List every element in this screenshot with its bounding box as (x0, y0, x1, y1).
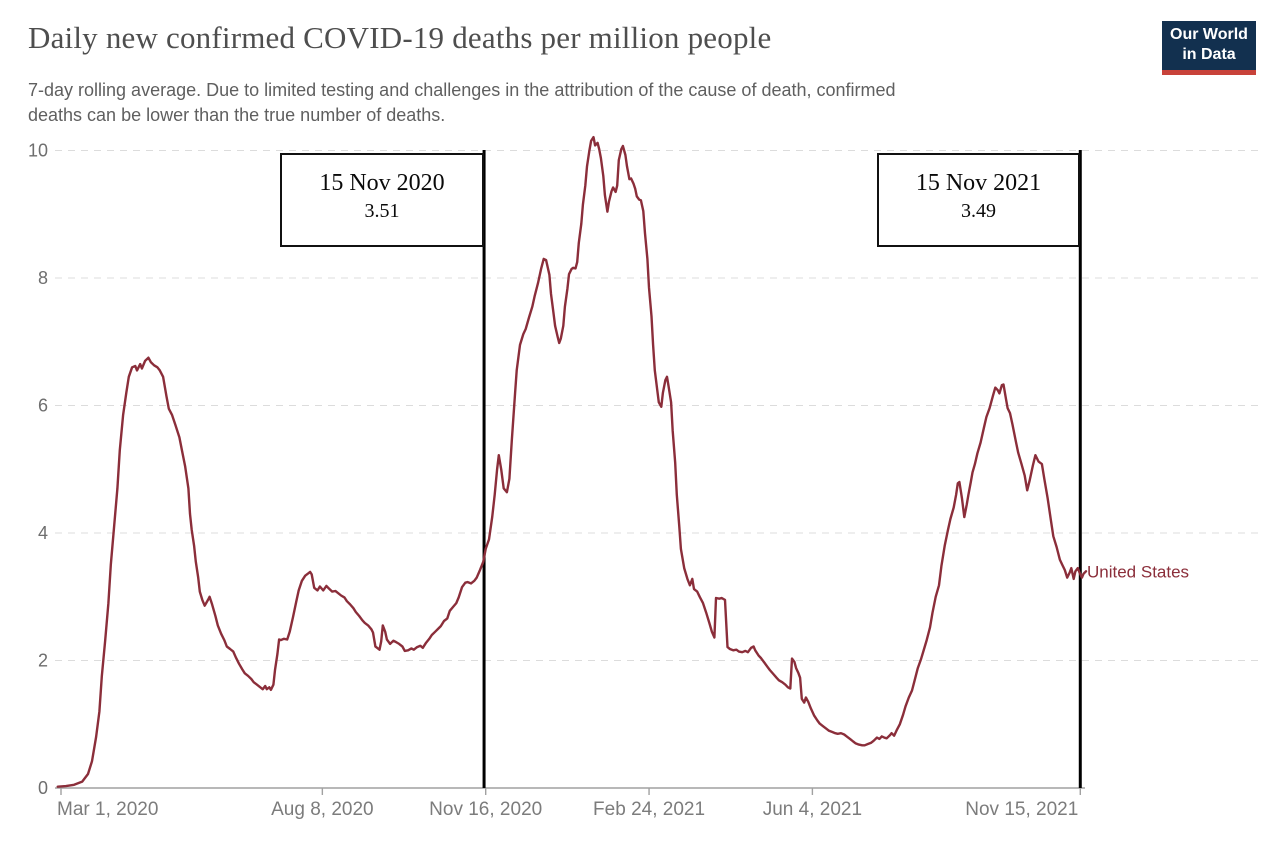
annotation-value: 3.49 (961, 200, 996, 222)
x-axis-label: Nov 15, 2021 (965, 799, 1078, 820)
x-axis-label: Mar 1, 2020 (57, 799, 158, 820)
y-axis-label-2: 2 (38, 651, 48, 671)
annotation-box-nov-2021: 15 Nov 2021 3.49 (877, 153, 1080, 247)
owid-logo-line2: in Data (1182, 46, 1236, 63)
y-axis-label-8: 8 (38, 268, 48, 288)
series-line-united-states[interactable] (56, 135, 1088, 788)
x-axis-label: Nov 16, 2020 (429, 799, 542, 820)
series-end-label[interactable]: United States (1087, 562, 1189, 581)
annotation-value: 3.51 (364, 200, 400, 222)
y-axis-label-10: 10 (28, 141, 48, 161)
x-axis-label: Feb 24, 2021 (593, 799, 705, 820)
y-axis-label-4: 4 (38, 523, 48, 543)
x-axis-label: Jun 4, 2021 (763, 799, 862, 820)
x-axis-label: Aug 8, 2020 (271, 799, 373, 820)
chart-subtitle-line1: 7-day rolling average. Due to limited te… (28, 80, 896, 100)
chart-subtitle: 7-day rolling average. Due to limited te… (28, 78, 1128, 128)
annotation-date: 15 Nov 2020 (319, 170, 445, 196)
owid-logo[interactable]: Our World in Data (1162, 21, 1256, 75)
annotation-box-nov-2020: 15 Nov 2020 3.51 (280, 153, 484, 247)
y-axis-label-0: 0 (38, 778, 48, 798)
page-title: Daily new confirmed COVID-19 deaths per … (28, 20, 772, 55)
owid-logo-line1: Our World (1170, 26, 1248, 43)
chart-subtitle-line2: deaths can be lower than the true number… (28, 105, 446, 125)
annotation-date: 15 Nov 2021 (915, 170, 1042, 196)
y-axis-label-6: 6 (38, 396, 48, 416)
